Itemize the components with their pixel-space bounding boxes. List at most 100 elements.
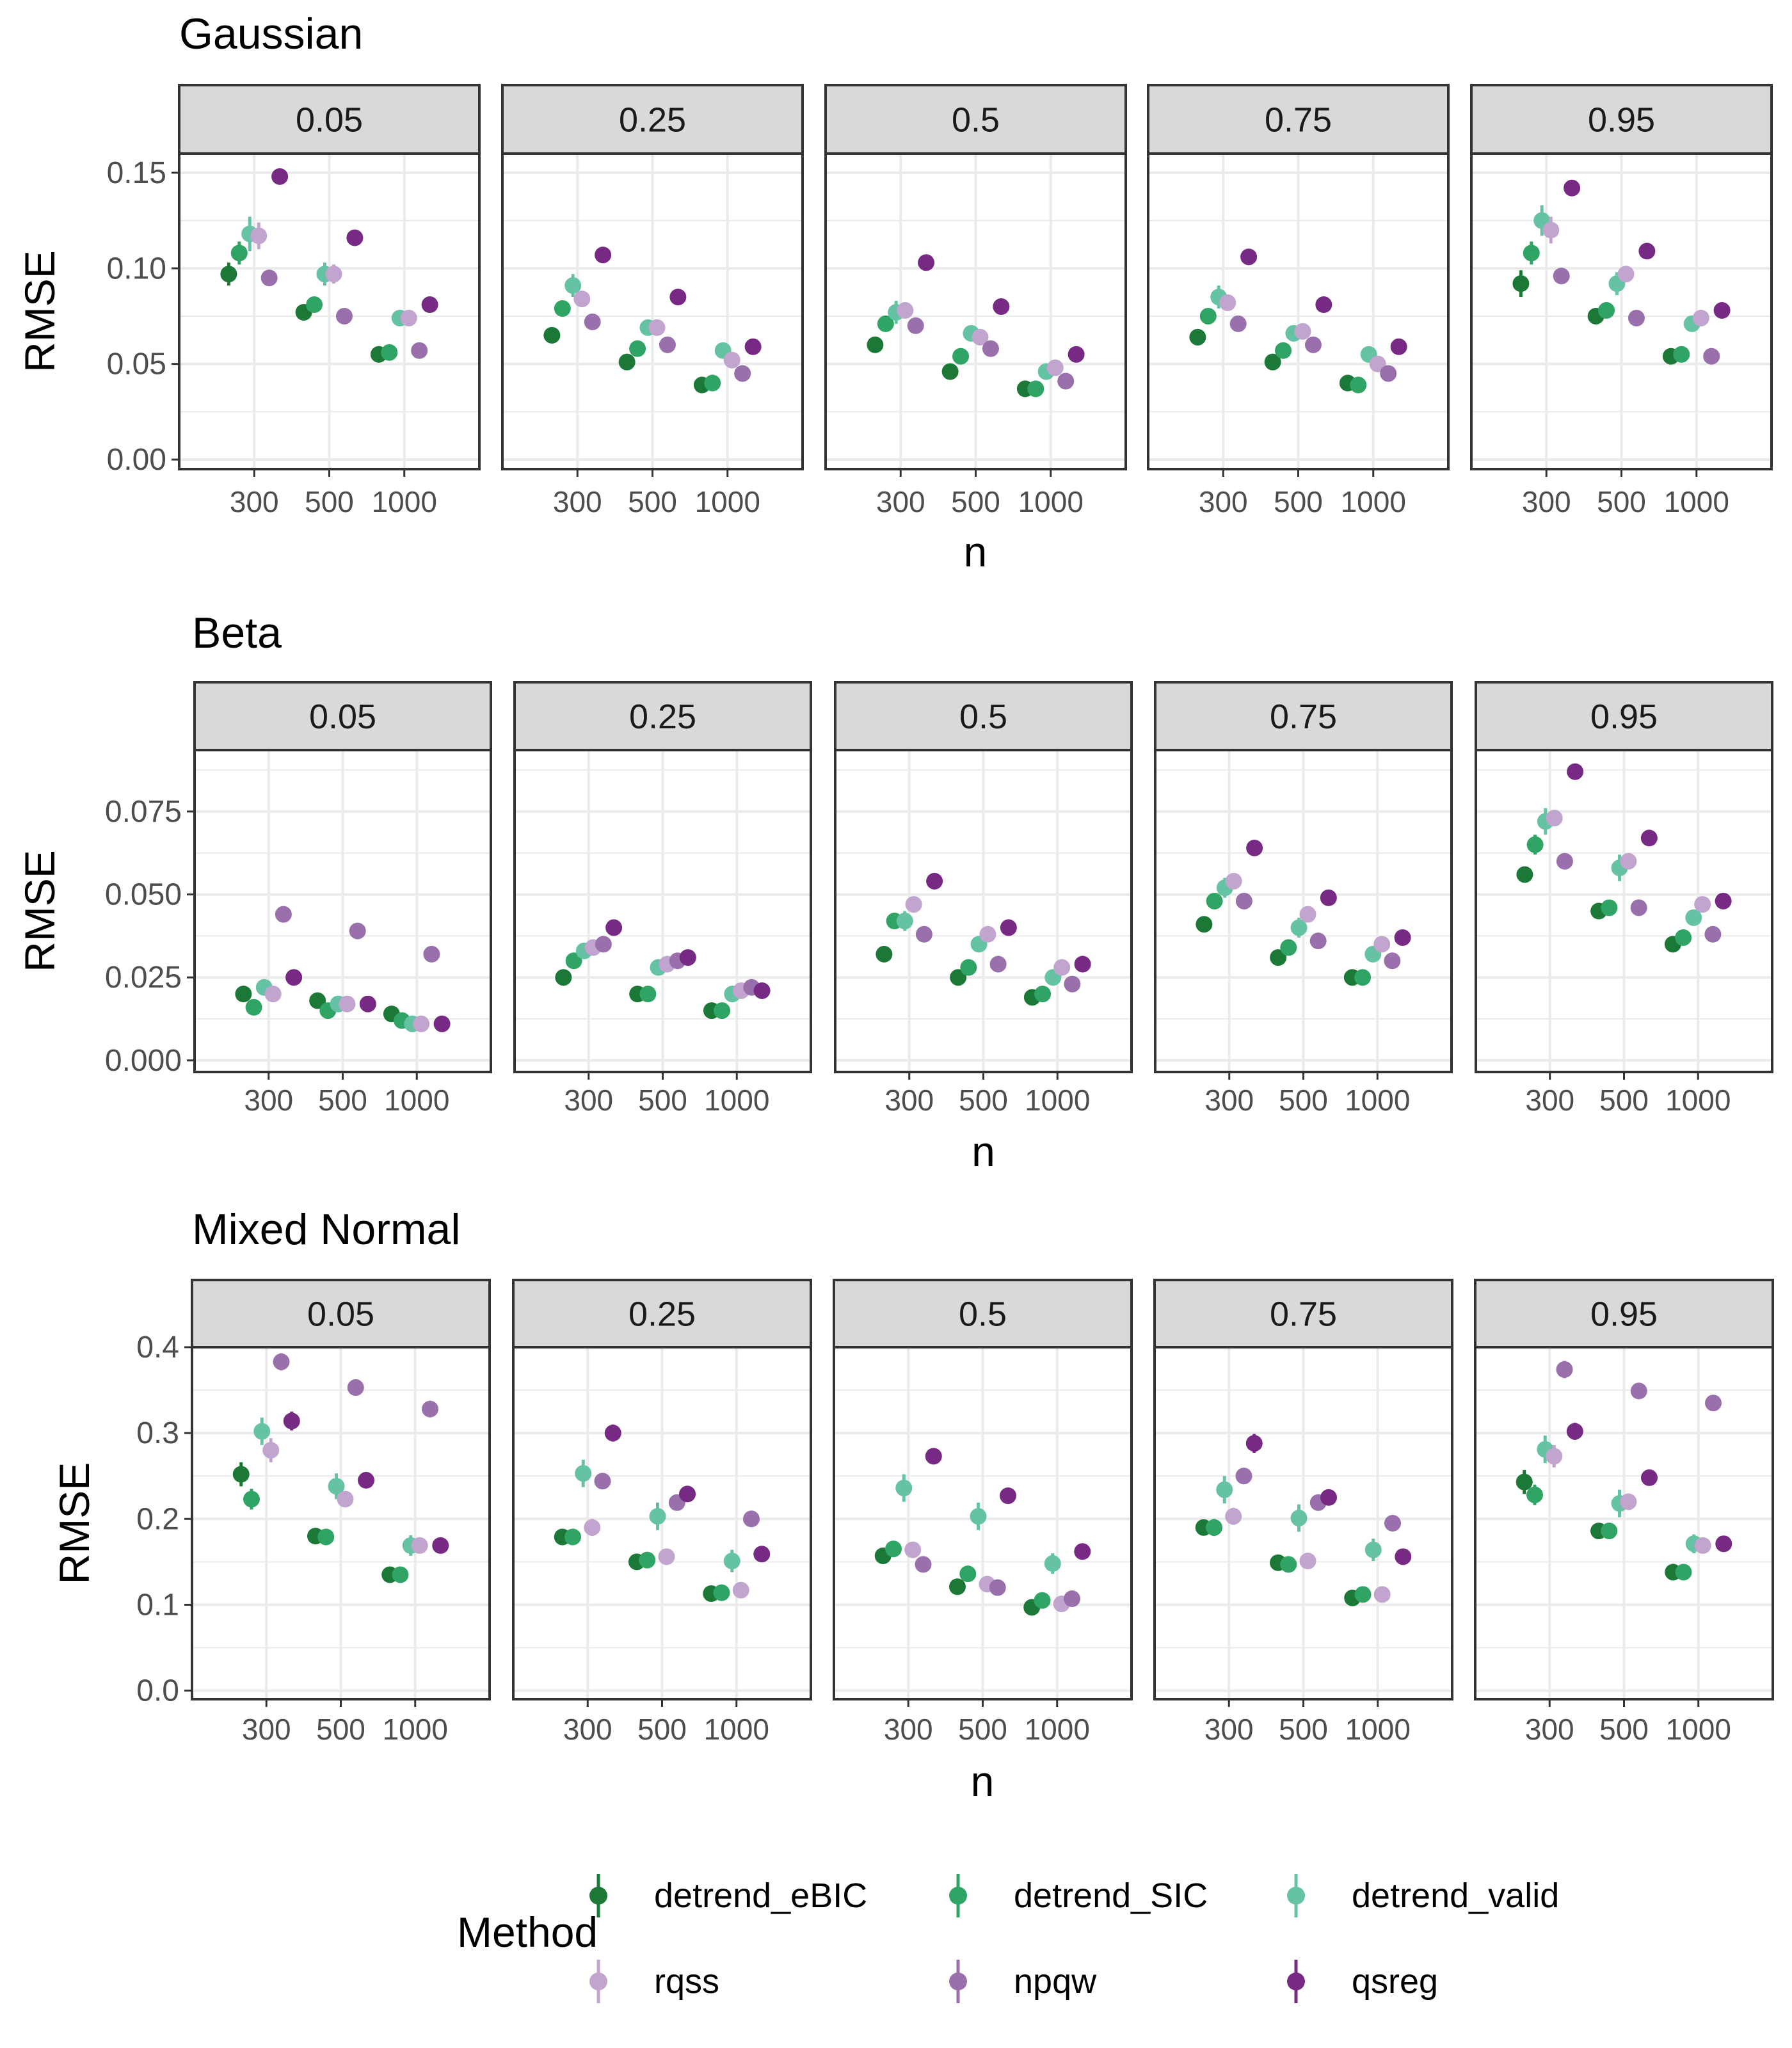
x-tick-label: 300: [1525, 1084, 1574, 1117]
data-point-detrend_SIC: [243, 1491, 260, 1508]
data-point-detrend_SIC: [306, 296, 323, 314]
x-tick-label: 1000: [1025, 1713, 1090, 1746]
x-tick-label: 500: [1279, 1084, 1328, 1117]
data-point-qsreg: [1074, 1543, 1091, 1560]
facet-strip-label: 0.75: [1270, 1295, 1337, 1334]
data-point-rqss: [905, 896, 922, 913]
data-point-detrend_SIC: [1206, 1519, 1222, 1536]
data-point-detrend_SIC: [230, 244, 248, 262]
x-tick-label: 500: [638, 1084, 687, 1117]
data-point-detrend_SIC: [959, 1565, 977, 1583]
data-point-detrend_SIC: [1598, 302, 1615, 319]
facet-strip: [178, 84, 481, 155]
data-point-qsreg: [1564, 179, 1581, 196]
x-tick-label: 500: [1274, 485, 1323, 518]
data-point-rqss: [723, 351, 740, 369]
data-point-qsreg: [1715, 892, 1732, 909]
data-point-qsreg: [1390, 338, 1407, 355]
y-tick-label: 0.4: [136, 1331, 179, 1364]
x-tick-label: 300: [242, 1713, 291, 1746]
facet-strip: [834, 681, 1133, 751]
data-point-rqss: [1299, 1553, 1316, 1570]
data-point-npqw: [907, 317, 924, 334]
data-point-detrend_eBIC: [235, 986, 252, 1003]
data-point-npqw: [411, 342, 428, 359]
x-tick-label: 1000: [384, 1084, 449, 1117]
data-point-detrend_SIC: [639, 986, 657, 1003]
data-point-detrend_eBIC: [876, 945, 893, 963]
data-point-npqw: [1628, 309, 1645, 326]
data-point-npqw: [1553, 268, 1570, 285]
data-point-qsreg: [432, 1537, 449, 1554]
data-point-rqss: [904, 1541, 922, 1558]
data-point-detrend_SIC: [1280, 1556, 1297, 1573]
x-tick-label: 500: [637, 1713, 687, 1746]
facet-panel-0-75: 0.75 300 500 1000: [1154, 681, 1453, 1117]
data-point-detrend_SIC: [960, 959, 977, 976]
data-point-qsreg: [1394, 929, 1411, 946]
data-point-qsreg: [753, 1546, 771, 1563]
data-point-npqw: [915, 925, 932, 943]
facet-strip-label: 0.05: [296, 101, 363, 140]
data-point-qsreg: [1567, 763, 1584, 780]
y-tick-label: 0.15: [107, 156, 166, 190]
data-point-detrend_valid: [1685, 909, 1702, 926]
x-tick-label: 1000: [1345, 1084, 1410, 1117]
data-point-detrend_eBIC: [941, 363, 959, 380]
data-point-npqw: [1304, 336, 1322, 353]
y-tick-label: 0.00: [107, 443, 166, 477]
data-point-detrend_SIC: [1673, 346, 1690, 363]
x-tick-label: 300: [1199, 485, 1248, 518]
data-point-qsreg: [271, 168, 289, 185]
legend-item-detrend_SIC: detrend_SIC: [949, 1874, 1208, 1917]
y-tick-label: 0.025: [105, 961, 182, 995]
data-point-npqw: [1630, 899, 1647, 916]
x-axis-title: n: [964, 528, 988, 575]
data-point-detrend_valid: [896, 913, 913, 930]
data-point-detrend_valid: [564, 277, 582, 294]
data-point-npqw: [260, 269, 278, 287]
data-point-detrend_valid: [253, 1423, 271, 1440]
data-point-rqss: [1294, 323, 1311, 340]
data-point-npqw: [1309, 932, 1327, 950]
data-point-npqw: [1704, 925, 1722, 943]
x-tick-label: 300: [230, 485, 279, 518]
y-axis-title: RMSE: [16, 250, 63, 372]
data-point-npqw: [659, 336, 676, 353]
facet-panel-0-25: 0.25 300 500 1000: [501, 84, 804, 518]
facet-strip-label: 0.25: [629, 698, 696, 736]
legend-title: Method: [457, 1908, 598, 1956]
legend: Method detrend_eBIC detrend_SIC detrend_va…: [457, 1874, 1559, 2003]
facet-panel-0-05: 0.05 300 500 1000: [178, 84, 481, 518]
data-point-npqw: [982, 340, 999, 357]
x-tick-label: 300: [1525, 1713, 1574, 1746]
facet-strip: [1147, 84, 1450, 155]
data-point-rqss: [1225, 1508, 1242, 1525]
data-point-npqw: [275, 906, 292, 923]
data-point-rqss: [1692, 309, 1709, 326]
data-point-qsreg: [421, 296, 438, 314]
data-point-rqss: [1053, 959, 1071, 976]
data-point-npqw: [594, 1473, 611, 1490]
legend-key-point: [949, 1887, 967, 1905]
data-point-qsreg: [679, 949, 696, 966]
data-point-qsreg: [679, 1485, 696, 1503]
chart-title: Mixed Normal: [192, 1205, 460, 1254]
y-tick-label: 0.05: [107, 348, 166, 381]
data-point-rqss: [648, 319, 666, 336]
facet-strip-label: 0.95: [1590, 1295, 1658, 1334]
data-point-rqss: [1694, 1537, 1711, 1554]
x-tick-label: 300: [1204, 1713, 1254, 1746]
data-point-npqw: [1064, 1590, 1080, 1608]
data-point-qsreg: [433, 1015, 451, 1032]
data-point-qsreg: [359, 995, 376, 1012]
x-tick-label: 500: [959, 1084, 1008, 1117]
data-point-detrend_SIC: [885, 1540, 902, 1558]
data-point-detrend_SIC: [1280, 939, 1297, 956]
data-point-detrend_eBIC: [1196, 916, 1213, 933]
data-point-qsreg: [1245, 1435, 1263, 1452]
data-point-rqss: [264, 986, 282, 1003]
data-point-rqss: [573, 291, 591, 308]
x-tick-label: 300: [884, 1713, 933, 1746]
